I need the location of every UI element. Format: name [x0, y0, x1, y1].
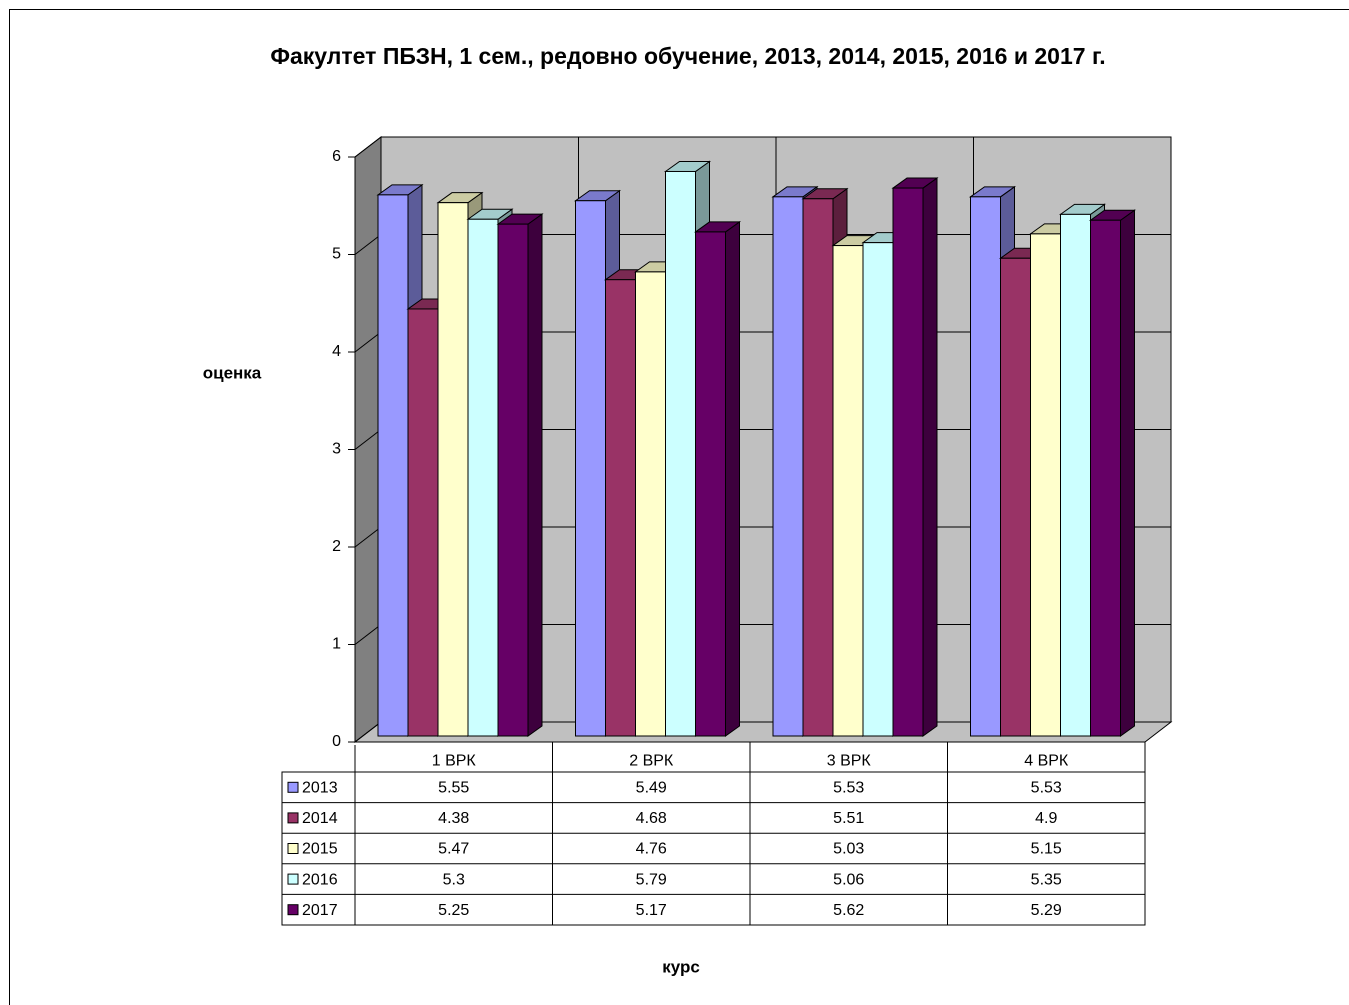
bar-front [605, 279, 636, 737]
bar-side [922, 177, 938, 737]
bar-front [695, 231, 726, 737]
table-cell: 5.35 [1031, 871, 1062, 888]
y-tick-label: 3 [332, 441, 341, 458]
table-cell: 5.51 [833, 810, 864, 827]
legend-label: 2014 [302, 810, 338, 827]
bar-front [1000, 257, 1031, 737]
y-tick-label: 5 [332, 246, 341, 263]
legend-swatch [287, 873, 299, 885]
bar-front [467, 218, 499, 737]
bar-front [802, 198, 834, 737]
x-tick-label: 4 ВРК [1024, 753, 1069, 770]
x-tick-label: 3 ВРК [827, 753, 872, 770]
grid-line [354, 624, 382, 645]
table-cell: 5.53 [1031, 780, 1062, 797]
legend-swatch [287, 781, 299, 793]
bar-front [1090, 219, 1121, 737]
grid-line [354, 136, 382, 158]
table-cell: 5.47 [438, 841, 469, 858]
table-cell: 5.25 [438, 902, 469, 919]
x-axis-label: курс [662, 957, 700, 976]
bar [693, 220, 742, 737]
y-axis-label: оценка [203, 363, 262, 382]
legend-swatch [287, 843, 299, 854]
table-cell: 5.55 [438, 780, 469, 797]
table-cell: 5.15 [1031, 841, 1062, 858]
bar [1088, 209, 1137, 737]
x-tick-label: 2 ВРК [629, 753, 674, 770]
table-cell: 4.68 [636, 810, 667, 827]
bar-front [497, 223, 529, 737]
bar-front [377, 194, 409, 737]
grid-line [354, 429, 382, 450]
legend-label: 2013 [302, 780, 338, 797]
table-cell: 5.79 [636, 871, 667, 888]
table-cell: 5.17 [636, 902, 667, 919]
bar-front [1030, 233, 1061, 737]
table-cell: 5.53 [833, 780, 864, 797]
table-cell: 5.29 [1031, 902, 1062, 919]
grid-line [354, 331, 382, 353]
table-cell: 4.9 [1035, 810, 1057, 827]
bar-front [407, 308, 439, 737]
bar-front [665, 170, 696, 737]
bar-front [772, 196, 804, 737]
bar-front [635, 271, 666, 737]
table-cell: 4.38 [438, 810, 469, 827]
legend-label: 2016 [302, 871, 338, 888]
table-cell: 5.03 [833, 841, 864, 858]
table-cell: 5.3 [443, 871, 465, 888]
bar-front [437, 202, 469, 737]
bar-front [575, 200, 606, 737]
bar [891, 177, 939, 737]
bar-front [1060, 213, 1091, 737]
legend-swatch [287, 812, 299, 824]
chart-title: Факултет ПБЗН, 1 сем., редовно обучение,… [270, 43, 1105, 69]
x-tick-label: 1 ВРК [432, 753, 477, 770]
bar-front [862, 242, 894, 737]
grid-line [354, 526, 382, 548]
table-cell: 5.06 [833, 871, 864, 888]
y-tick-label: 2 [332, 538, 341, 555]
bar-front [832, 245, 864, 737]
legend-label: 2015 [302, 841, 338, 858]
y-tick-label: 4 [332, 343, 341, 360]
table-cell: 4.76 [636, 841, 667, 858]
bar-side [1120, 209, 1135, 737]
legend-swatch [287, 904, 299, 916]
y-tick-label: 6 [332, 148, 341, 165]
grid-line [354, 234, 382, 255]
bar-front [892, 187, 924, 737]
y-tick-label: 0 [332, 733, 341, 750]
bar-side [725, 220, 740, 737]
grid-line [354, 721, 382, 743]
y-tick-label: 1 [332, 636, 341, 653]
bar-side [527, 213, 543, 737]
legend-label: 2017 [302, 902, 338, 919]
table-cell: 5.49 [636, 780, 667, 797]
bar [496, 213, 544, 737]
table-cell: 5.62 [833, 902, 864, 919]
bar-front [970, 196, 1001, 737]
